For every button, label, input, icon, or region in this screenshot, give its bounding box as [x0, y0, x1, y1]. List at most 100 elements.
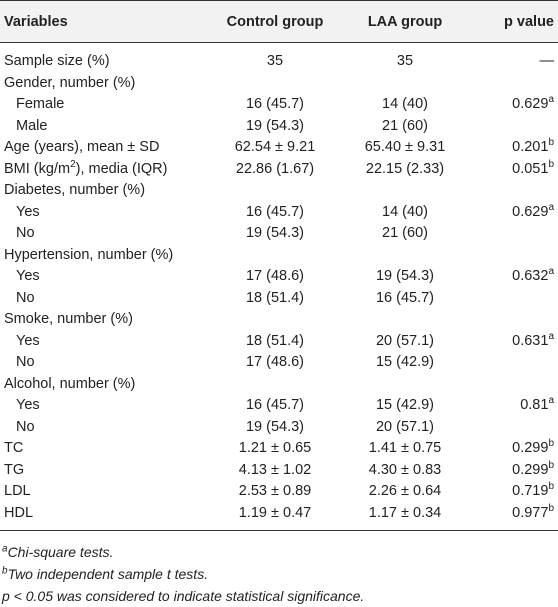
table-cell	[460, 309, 558, 331]
table-cell: 20 (57.1)	[375, 332, 435, 349]
table-cell: 2.26 ± 0.64	[368, 483, 442, 499]
row-label: HDL	[4, 504, 34, 521]
row-label: BMI (kg/m2), media (IQR)	[0, 159, 200, 181]
table-cell	[200, 245, 350, 267]
row-label: No	[16, 225, 35, 241]
table-row: Gender, number (%)	[0, 73, 558, 95]
table-cell: 65.40 ± 9.31	[364, 139, 446, 155]
cell-text: 0.051	[512, 160, 549, 177]
table-cell	[200, 309, 350, 331]
table-cell: 18 (51.4)	[245, 332, 305, 349]
table-cell: 62.54 ± 9.21	[234, 139, 316, 155]
superscript: b	[548, 137, 554, 149]
table-row: Diabetes, number (%)	[0, 180, 558, 202]
table-cell	[460, 288, 558, 310]
superscript: b	[548, 459, 554, 471]
footnote-text: Two independent sample t tests.	[7, 566, 209, 582]
row-label: Male	[16, 117, 48, 134]
table-cell: 22.86 (1.67)	[235, 160, 315, 177]
table-cell: 21 (60)	[382, 225, 428, 241]
row-label: Sample size (%)	[4, 53, 110, 69]
superscript: b	[548, 438, 554, 450]
table-cell	[350, 73, 460, 95]
table-row: Yes 16 (45.7) 14 (40) 0.629a	[0, 202, 558, 224]
row-label: Yes	[16, 203, 40, 220]
table-cell: 18 (51.4)	[245, 289, 305, 306]
table-cell: 0.299b	[460, 438, 558, 460]
table-row: HDL 1.19 ± 0.47 1.17 ± 0.34 0.977b	[0, 503, 558, 531]
table-cell	[460, 180, 558, 202]
footnotes: aChi-square tests. bTwo independent sampl…	[0, 531, 558, 607]
cell-text: 0.299	[512, 440, 549, 456]
table-body: Sample size (%) 35 35 — Gender, number (%) Fe…	[0, 43, 558, 531]
table-cell	[460, 73, 558, 95]
table-cell: 35	[266, 53, 284, 69]
superscript: b	[548, 502, 554, 514]
table-row: Male 19 (54.3) 21 (60)	[0, 116, 558, 138]
superscript: a	[548, 395, 554, 407]
table-cell: 1.17 ± 0.34	[368, 504, 442, 521]
row-label: Hypertension, number (%)	[4, 246, 174, 263]
superscript: a	[548, 330, 554, 342]
footnote: bTwo independent sample t tests.	[0, 563, 558, 585]
cell-text: 0.631	[512, 332, 549, 349]
cell-text: ), media (IQR)	[75, 160, 168, 177]
footnote-mark: b	[2, 565, 8, 577]
table-cell	[350, 180, 460, 202]
footnote: aChi-square tests.	[0, 541, 558, 563]
row-label: Yes	[16, 332, 40, 349]
table-cell: 15 (42.9)	[375, 354, 435, 370]
table-cell: 14 (40)	[382, 96, 428, 112]
cell-text: 0.299	[512, 461, 549, 478]
row-label: Yes	[16, 268, 40, 284]
header-cell: Control group	[226, 13, 324, 30]
row-label: Smoke, number (%)	[4, 311, 133, 327]
superscript: a	[548, 94, 554, 106]
table-cell: 0.629a	[460, 94, 558, 116]
table-cell: 1.19 ± 0.47	[238, 504, 312, 521]
table-row: Sample size (%) 35 35 —	[0, 43, 558, 73]
table-cell: 21 (60)	[382, 117, 428, 134]
row-label: TC	[4, 440, 24, 456]
table-row: No 19 (54.3) 21 (60)	[0, 223, 558, 245]
table-cell: 0.629a	[460, 202, 558, 224]
table-cell: 0.631a	[460, 331, 558, 353]
table-cell: 19 (54.3)	[245, 225, 305, 241]
table-cell	[460, 352, 558, 374]
table-cell	[200, 73, 350, 95]
table-cell: 2.53 ± 0.89	[238, 483, 312, 499]
data-table: Variables Control group LAA group p value S…	[0, 0, 558, 531]
table-cell	[200, 374, 350, 396]
table-cell: 16 (45.7)	[245, 203, 305, 220]
table-row: Yes 18 (51.4) 20 (57.1) 0.631a	[0, 331, 558, 353]
table-cell	[460, 116, 558, 138]
cell-text: 0.977	[512, 504, 549, 521]
row-label: Age (years), mean ± SD	[4, 139, 160, 155]
table-cell	[200, 180, 350, 202]
table-cell: —	[539, 53, 555, 69]
footnote: p < 0.05 was considered to indicate stat…	[0, 585, 558, 607]
table-cell	[460, 374, 558, 396]
table-cell: 19 (54.3)	[245, 117, 305, 134]
table-cell: 19 (54.3)	[375, 268, 435, 284]
header-row: Variables Control group LAA group p value	[0, 0, 558, 43]
table-cell: 16 (45.7)	[375, 289, 435, 306]
row-label: No	[16, 354, 35, 370]
footnote-mark: a	[2, 543, 8, 555]
table-cell	[350, 309, 460, 331]
table-cell	[350, 374, 460, 396]
table-cell: 0.201b	[460, 137, 558, 159]
table-cell: 0.719b	[460, 481, 558, 503]
table-cell	[460, 417, 558, 439]
cell-text: 0.629	[512, 96, 549, 112]
table-row: LDL 2.53 ± 0.89 2.26 ± 0.64 0.719b	[0, 481, 558, 503]
table-row: BMI (kg/m2), media (IQR) 22.86 (1.67) 22.1…	[0, 159, 558, 181]
table-cell: 16 (45.7)	[245, 397, 305, 413]
table-cell: 20 (57.1)	[375, 418, 435, 435]
row-label: No	[16, 418, 35, 435]
table-cell: 4.13 ± 1.02	[238, 461, 312, 478]
table-row: TC 1.21 ± 0.65 1.41 ± 0.75 0.299b	[0, 438, 558, 460]
table-row: Hypertension, number (%)	[0, 245, 558, 267]
cell-text: 0.629	[512, 203, 549, 220]
table-cell: 19 (54.3)	[245, 418, 305, 435]
